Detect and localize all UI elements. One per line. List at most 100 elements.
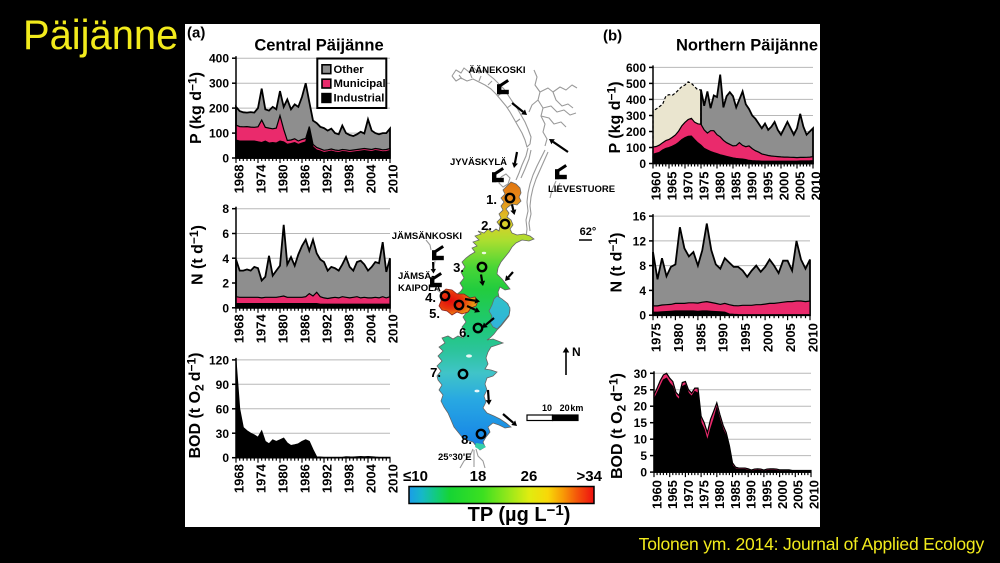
svg-text:0: 0 — [222, 451, 229, 465]
svg-text:1.: 1. — [486, 192, 497, 207]
svg-text:2.: 2. — [481, 218, 492, 233]
svg-text:60: 60 — [216, 402, 230, 416]
svg-text:1965: 1965 — [664, 172, 679, 201]
svg-text:1974: 1974 — [253, 164, 268, 194]
svg-text:62°: 62° — [580, 226, 597, 238]
svg-text:2004: 2004 — [363, 164, 378, 194]
svg-text:8.: 8. — [461, 432, 472, 447]
svg-text:0: 0 — [639, 309, 646, 323]
svg-text:1986: 1986 — [297, 464, 312, 493]
svg-text:JYVÄSKYLÄ: JYVÄSKYLÄ — [450, 157, 507, 168]
svg-text:N (t d−1): N (t d−1) — [187, 225, 207, 285]
svg-text:90: 90 — [216, 378, 230, 392]
svg-text:4: 4 — [639, 284, 646, 298]
svg-text:1998: 1998 — [341, 165, 356, 194]
svg-text:25: 25 — [634, 383, 648, 397]
svg-text:300: 300 — [626, 109, 646, 123]
svg-text:2: 2 — [222, 277, 229, 291]
svg-text:8: 8 — [639, 259, 646, 273]
svg-text:(b): (b) — [603, 28, 622, 45]
svg-text:2010: 2010 — [805, 323, 820, 352]
svg-text:1986: 1986 — [297, 314, 312, 343]
svg-text:2000: 2000 — [775, 480, 790, 509]
svg-text:120: 120 — [209, 353, 229, 367]
svg-text:1974: 1974 — [253, 314, 268, 344]
svg-text:10: 10 — [634, 433, 648, 447]
svg-text:0: 0 — [640, 466, 647, 480]
svg-text:JÄMSÄ-: JÄMSÄ- — [398, 271, 434, 282]
svg-text:7.: 7. — [430, 365, 441, 380]
svg-text:1995: 1995 — [759, 480, 774, 509]
svg-text:26: 26 — [521, 468, 538, 485]
svg-text:30: 30 — [216, 427, 230, 441]
svg-text:20: 20 — [634, 400, 648, 414]
svg-text:5.: 5. — [429, 306, 440, 321]
svg-text:15: 15 — [634, 416, 648, 430]
svg-text:1980: 1980 — [275, 314, 290, 343]
svg-text:1995: 1995 — [738, 323, 753, 352]
svg-text:2005: 2005 — [792, 172, 807, 201]
svg-text:Northern Päijänne: Northern Päijänne — [676, 37, 818, 55]
svg-text:4: 4 — [222, 252, 229, 266]
svg-text:300: 300 — [209, 77, 229, 91]
svg-text:ÄÄNEKOSKI: ÄÄNEKOSKI — [468, 65, 525, 76]
svg-text:1998: 1998 — [341, 314, 356, 343]
svg-text:1974: 1974 — [253, 463, 268, 493]
svg-text:2010: 2010 — [385, 165, 400, 194]
svg-text:1995: 1995 — [760, 172, 775, 201]
svg-text:400: 400 — [209, 52, 229, 66]
svg-text:600: 600 — [626, 61, 646, 75]
svg-text:2005: 2005 — [783, 323, 798, 352]
svg-text:1960: 1960 — [648, 172, 663, 201]
svg-text:(a): (a) — [187, 25, 205, 42]
svg-text:16: 16 — [633, 210, 647, 224]
svg-text:≤10: ≤10 — [403, 468, 428, 485]
svg-text:1965: 1965 — [665, 480, 680, 509]
svg-text:1980: 1980 — [275, 464, 290, 493]
svg-text:1985: 1985 — [728, 480, 743, 509]
svg-text:1985: 1985 — [728, 172, 743, 201]
svg-text:1968: 1968 — [231, 314, 246, 343]
svg-text:500: 500 — [626, 77, 646, 91]
svg-text:0: 0 — [639, 157, 646, 171]
svg-text:400: 400 — [626, 93, 646, 107]
svg-text:0: 0 — [222, 301, 229, 315]
svg-text:1992: 1992 — [319, 314, 334, 343]
svg-text:5: 5 — [640, 449, 647, 463]
svg-text:1980: 1980 — [712, 172, 727, 201]
svg-text:2010: 2010 — [385, 464, 400, 493]
svg-text:N (t d−1): N (t d−1) — [606, 233, 626, 293]
svg-text:1998: 1998 — [341, 464, 356, 493]
svg-text:Other: Other — [334, 64, 365, 76]
svg-text:8: 8 — [222, 202, 229, 216]
svg-text:1980: 1980 — [275, 165, 290, 194]
svg-text:JÄMSÄNKOSKI: JÄMSÄNKOSKI — [392, 231, 462, 242]
svg-text:1975: 1975 — [648, 323, 663, 352]
svg-text:2010: 2010 — [385, 314, 400, 343]
svg-text:1992: 1992 — [319, 464, 334, 493]
svg-text:1970: 1970 — [681, 480, 696, 509]
svg-text:1980: 1980 — [712, 480, 727, 509]
svg-text:3.: 3. — [453, 260, 464, 275]
svg-text:Municipal: Municipal — [334, 78, 386, 90]
svg-text:1968: 1968 — [231, 464, 246, 493]
svg-text:2010: 2010 — [806, 480, 820, 509]
svg-text:6.: 6. — [459, 325, 470, 340]
svg-text:2005: 2005 — [791, 480, 806, 509]
svg-text:2004: 2004 — [363, 463, 378, 493]
svg-text:2000: 2000 — [776, 172, 791, 201]
svg-text:100: 100 — [209, 127, 229, 141]
svg-text:1986: 1986 — [297, 165, 312, 194]
svg-text:1990: 1990 — [744, 172, 759, 201]
svg-text:LIEVESTUORE: LIEVESTUORE — [548, 184, 615, 195]
svg-text:P (kg d−1): P (kg d−1) — [605, 81, 625, 153]
svg-text:1985: 1985 — [693, 323, 708, 352]
svg-text:1975: 1975 — [696, 172, 711, 201]
svg-text:1975: 1975 — [697, 480, 712, 509]
svg-text:BOD (t O2d−1): BOD (t O2d−1) — [185, 352, 207, 458]
svg-text:18: 18 — [470, 468, 487, 485]
svg-text:0: 0 — [222, 152, 229, 166]
svg-text:1968: 1968 — [231, 165, 246, 194]
svg-text:200: 200 — [209, 102, 229, 116]
svg-text:P (kg d−1): P (kg d−1) — [186, 72, 206, 144]
